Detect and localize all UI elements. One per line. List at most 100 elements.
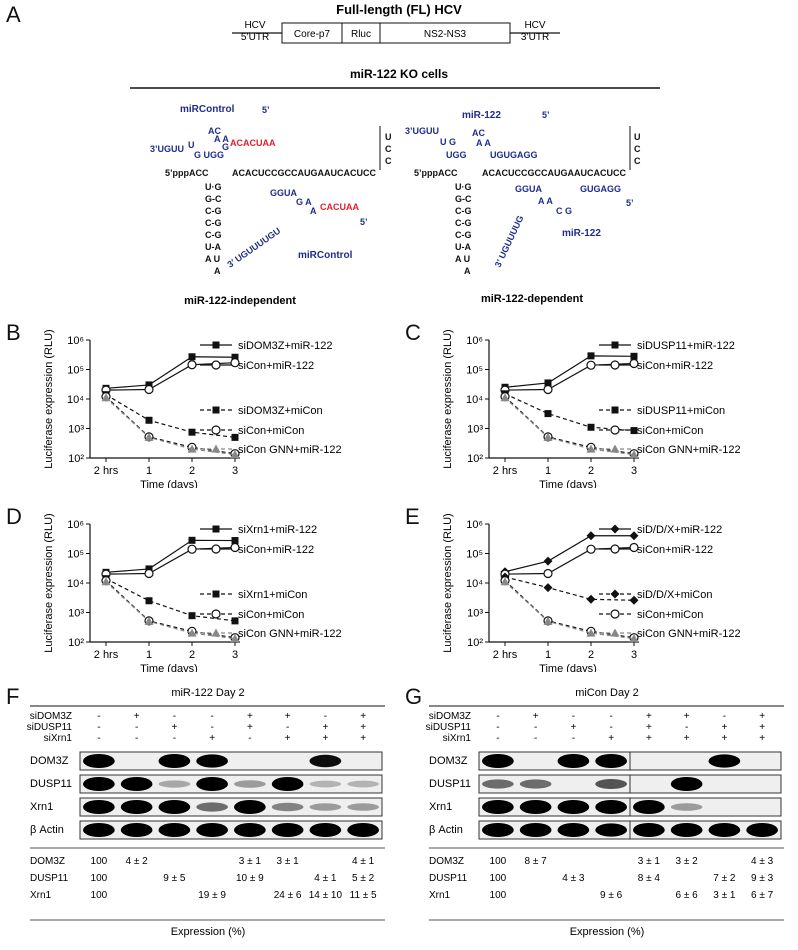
series-line [105, 394, 236, 438]
legend-marker [611, 341, 619, 349]
data-point [586, 360, 596, 370]
left-top-seq-g: G [222, 142, 229, 152]
construct-rluc-label: Rluc [351, 29, 371, 40]
chart-e: 10² 10³ 10⁴ 10⁵ 10⁶ 2 hrs 1 2 3 Time (days) Lucife… [442, 513, 741, 675]
data-point [144, 568, 154, 579]
legend-label: siD/D/X+miCon [637, 589, 713, 601]
right-top-seq-ac: AC [472, 128, 485, 138]
y-tick-label: 10⁴ [67, 578, 84, 590]
y-tick-label: 10³ [467, 608, 483, 620]
legend-marker [212, 406, 220, 414]
x-tick-label: 1 [545, 649, 551, 661]
condition-sign: + [759, 711, 765, 722]
quant-value: 9 ± 6 [600, 890, 623, 901]
legend-label: siCon+miCon [637, 425, 703, 437]
legend-label: siD/D/X+miR-122 [637, 524, 722, 536]
quant-value: 3 ± 1 [277, 856, 300, 867]
quant-value: 3 ± 1 [638, 856, 661, 867]
condition-sign: - [572, 733, 575, 744]
legend-label: siCon+miR-122 [637, 360, 713, 372]
blot-band [482, 754, 514, 768]
band-label: DUSP11 [30, 778, 72, 790]
condition-sign: + [134, 711, 140, 722]
left-red-top: ACACUAA [230, 138, 276, 148]
data-point [188, 353, 196, 361]
legend-label: siXrn1+miR-122 [238, 524, 317, 536]
data-point [231, 537, 239, 545]
construct-title: Full-length (FL) HCV [336, 2, 462, 17]
condition-sign: + [533, 711, 539, 722]
right-label-bottom: miR-122 [562, 228, 601, 239]
svg-text:C-G: C-G [455, 218, 472, 228]
construct-hcv-3: HCV [524, 20, 545, 31]
chart-c: 10² 10³ 10⁴ 10⁵ 10⁶ 2 hrs 1 2 3 Time (days) Lucife… [442, 329, 741, 491]
panel-b: B 10² 10³ 10⁴ 10⁵ 10⁶ 2 hrs 1 2 3 Time (days) Luci… [0, 318, 399, 491]
quant-value: 19 ± 9 [198, 890, 226, 901]
right-bottom-tail: 3’ UGUUUUG [493, 214, 526, 269]
panel-a-diagram: Full-length (FL) HCV HCV 5’UTR Core-p7 R… [130, 2, 660, 307]
quant-value: 6 ± 6 [676, 890, 699, 901]
right-bottom-seq-a: A A [538, 196, 553, 206]
x-axis-label: Time (days) [140, 663, 198, 672]
data-point [188, 428, 196, 436]
condition-sign: - [135, 733, 138, 744]
data-point [144, 432, 154, 441]
data-point [543, 384, 553, 395]
panel-letter-b: B [6, 320, 21, 345]
blot-title: miCon Day 2 [575, 687, 639, 699]
series-line [504, 576, 635, 601]
legend-marker [610, 524, 620, 534]
quant-value: 4 ± 3 [751, 856, 774, 867]
condition-sign: + [322, 733, 328, 744]
series-line [105, 397, 236, 456]
condition-sign: - [609, 711, 612, 722]
right-caption: miR-122-dependent [481, 293, 583, 305]
blot-band [234, 780, 266, 788]
data-point [144, 384, 154, 395]
right-stem-pairs: U·G G-C C-G C-G C-G U-A A U A [455, 182, 472, 276]
condition-sign: + [570, 722, 576, 733]
condition-sign: - [97, 711, 100, 722]
x-tick-label: 2 hrs [94, 649, 119, 661]
blot-band [347, 823, 379, 837]
legend-marker [211, 444, 221, 453]
blot-band [347, 780, 379, 788]
blot-strip [629, 820, 782, 840]
blot-band [196, 754, 228, 768]
quant-value: 100 [490, 890, 507, 901]
x-axis-label: Time (days) [539, 663, 597, 672]
left-top-seq-ac: AC [208, 126, 221, 136]
blot-band [158, 780, 191, 788]
legend-label: siCon+miR-122 [637, 544, 713, 556]
blot-band [482, 823, 514, 837]
legend-marker [211, 544, 221, 554]
condition-sign: - [534, 733, 537, 744]
right-main-seq: ACACUCCGCCAUGAAUCACUCC [482, 168, 626, 178]
data-point [500, 393, 510, 402]
band-label: DUSP11 [429, 778, 471, 790]
blot-strip [629, 797, 782, 817]
blot-band [347, 803, 379, 811]
blot-band [670, 823, 703, 837]
condition-label: siDOM3Z [429, 711, 471, 722]
condition-sign: + [171, 722, 177, 733]
series-line [504, 581, 635, 640]
blot-band [271, 802, 304, 812]
condition-sign: - [723, 711, 726, 722]
y-tick-label: 10² [68, 637, 84, 649]
chart-b: 10² 10³ 10⁴ 10⁵ 10⁶ 2 hrs 1 2 3 Time (days) Lucife… [43, 329, 342, 491]
right-label-top: miR-122 [462, 110, 501, 121]
data-point [629, 542, 639, 553]
quant-value: 9 ± 3 [751, 873, 774, 884]
quant-value: 24 ± 6 [274, 890, 302, 901]
left-bottom-tail: 3’ UGUUUUGU [225, 226, 282, 270]
data-point [101, 577, 111, 586]
right-top-seq-ug: U G [440, 137, 456, 147]
data-point [543, 556, 553, 566]
blot-band [746, 823, 778, 837]
y-tick-label: 10⁴ [466, 578, 483, 590]
legend-marker [610, 609, 620, 619]
left-top-5prime: 5’ [262, 105, 270, 115]
blot-band [196, 802, 228, 812]
